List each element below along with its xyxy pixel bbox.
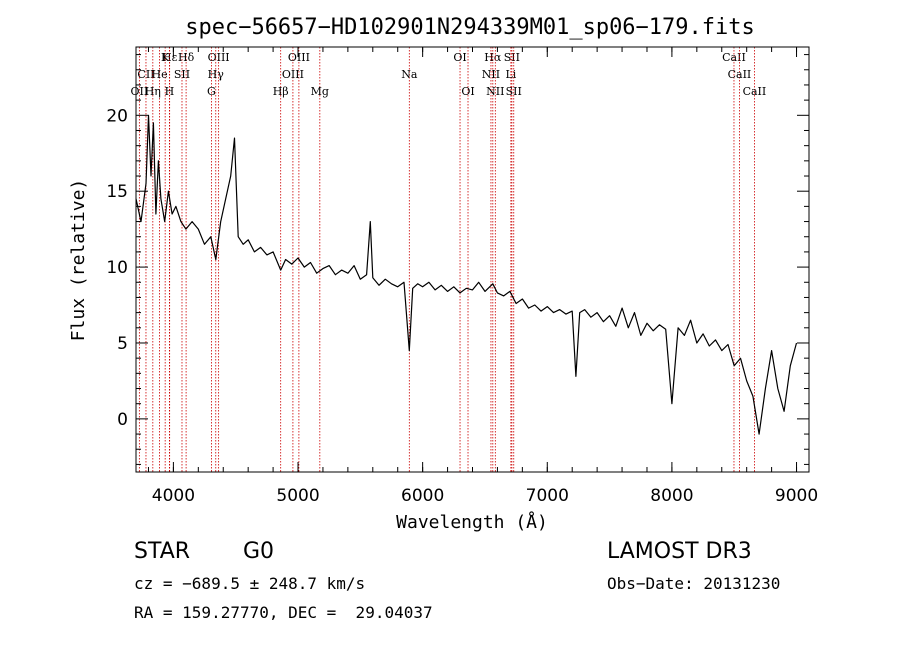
x-tick-label-2: 6000 <box>401 486 444 506</box>
marker-label-6: Hα <box>484 51 502 64</box>
marker-label-14: Na <box>401 68 418 81</box>
marker-label-22: Hβ <box>273 85 289 98</box>
marker-label-17: CaII <box>728 68 752 81</box>
series-layer <box>135 114 798 435</box>
object-subclass: G0 <box>243 539 275 564</box>
y-tick-label-2: 10 <box>106 258 128 278</box>
plot-frame <box>135 46 810 473</box>
marker-label-5: OI <box>453 51 466 64</box>
marker-label-24: OI <box>461 85 474 98</box>
marker-label-8: CaII <box>722 51 746 64</box>
x-tick-label-3: 7000 <box>526 486 569 506</box>
series-line-flux <box>135 114 798 435</box>
survey-name: LAMOST DR3 <box>607 539 752 564</box>
marker-label-19: Hη <box>145 85 161 98</box>
marker-label-2: Hδ <box>178 51 195 64</box>
y-axis-label: Flux (relative) <box>68 179 89 342</box>
chart-title: spec−56657−HD102901N294339M01_sp06−179.f… <box>185 15 755 40</box>
marker-label-3: OIII <box>208 51 230 64</box>
axis-ticks: 4000 5000 6000 7000 8000 9000 0 5 10 15 20 <box>106 47 818 506</box>
marker-label-10: He <box>152 68 168 81</box>
marker-label-26: SII <box>506 85 522 98</box>
marker-label-27: CaII <box>743 85 767 98</box>
marker-label-1: K <box>161 51 170 64</box>
y-tick-label-3: 15 <box>106 182 128 202</box>
marker-label-11: SII <box>174 68 190 81</box>
y-tick-label-4: 20 <box>106 106 128 126</box>
marker-label-7: SII <box>504 51 520 64</box>
y-tick-label-0: 0 <box>117 410 128 430</box>
y-tick-label-1: 5 <box>117 334 128 354</box>
marker-label-18: OII <box>131 85 149 98</box>
marker-label-23: Mg <box>311 85 329 98</box>
marker-label-13: OIII <box>282 68 304 81</box>
marker-label-4: OIII <box>288 51 310 64</box>
coordinates: RA = 159.27770, DEC = 29.04037 <box>134 603 433 622</box>
marker-label-25: NII <box>486 85 504 98</box>
marker-label-9: CII <box>137 68 154 81</box>
observation-date: Obs−Date: 20131230 <box>607 574 781 593</box>
x-tick-label-4: 8000 <box>650 486 693 506</box>
object-class: STAR <box>134 539 191 564</box>
marker-label-20: H <box>165 85 175 98</box>
marker-label-12: Hγ <box>208 68 225 81</box>
marker-label-15: NII <box>482 68 500 81</box>
marker-label-16: Li <box>505 68 516 81</box>
x-axis-label: Wavelength (Å) <box>396 511 548 533</box>
redshift-velocity: cz = −689.5 ± 248.7 km/s <box>134 574 366 593</box>
marker-label-21: G <box>207 85 216 98</box>
x-tick-label-1: 5000 <box>276 486 319 506</box>
x-tick-label-0: 4000 <box>152 486 195 506</box>
x-tick-label-5: 9000 <box>775 486 818 506</box>
